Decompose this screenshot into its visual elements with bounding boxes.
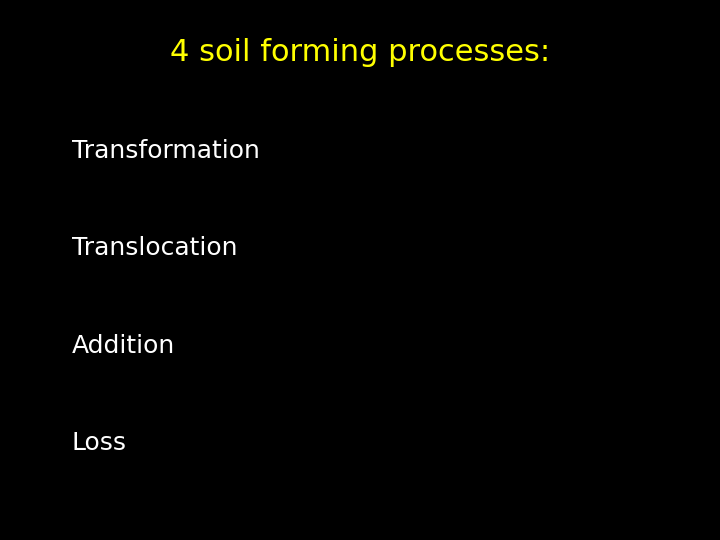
Text: Translocation: Translocation (72, 237, 238, 260)
Text: 4 soil forming processes:: 4 soil forming processes: (170, 38, 550, 67)
Text: Loss: Loss (72, 431, 127, 455)
Text: Transformation: Transformation (72, 139, 260, 163)
Text: Addition: Addition (72, 334, 175, 357)
